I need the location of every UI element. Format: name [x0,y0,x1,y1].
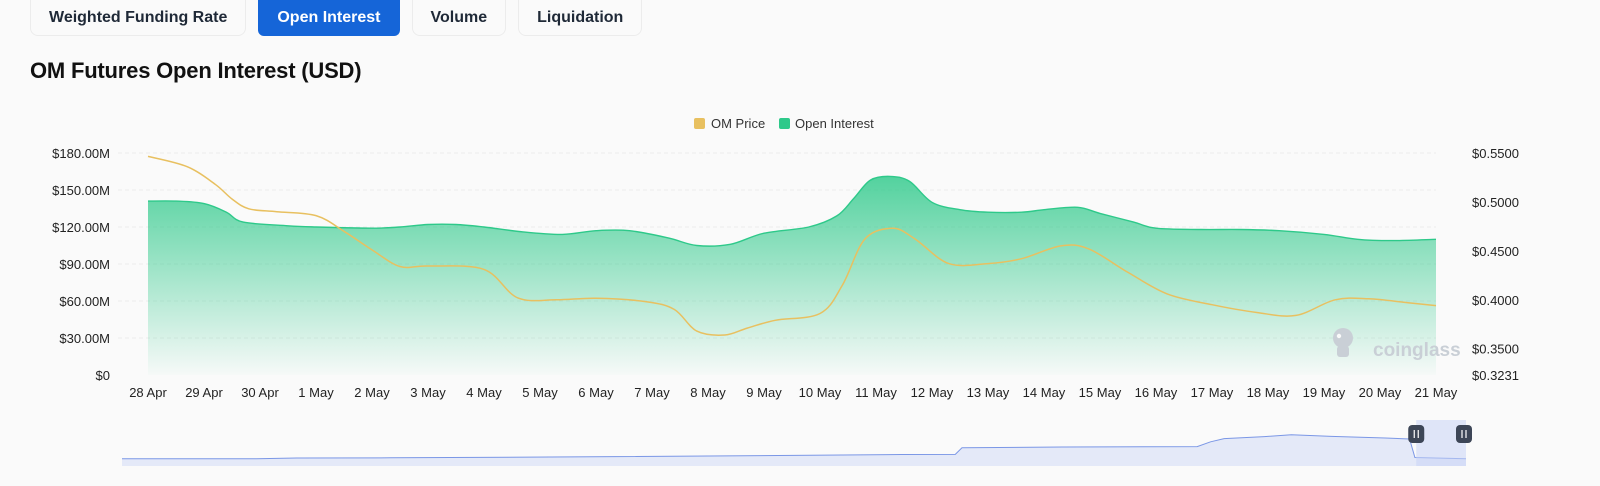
y-left-tick-label: $180.00M [52,146,110,161]
y-right-tick-label: $0.4000 [1472,293,1519,308]
x-tick-label: 19 May [1303,385,1346,400]
navigator-area [122,434,1466,466]
legend-swatch-open-interest [779,118,790,129]
x-tick-label: 8 May [690,385,726,400]
y-right-tick-label: $0.3500 [1472,342,1519,357]
tab-liquidation[interactable]: Liquidation [518,0,643,36]
x-tick-label: 7 May [634,385,670,400]
x-tick-label: 15 May [1079,385,1122,400]
y-left-tick-label: $30.00M [59,331,110,346]
x-tick-label: 18 May [1247,385,1290,400]
y-left-tick-label: $150.00M [52,183,110,198]
axes: $0 $30.00M $60.00M $90.00M $120.00M $150.00M $… [52,146,1519,400]
x-tick-label: 13 May [967,385,1010,400]
x-tick-label: 20 May [1359,385,1402,400]
y-left-tick-label: $120.00M [52,220,110,235]
x-tick-label: 14 May [1023,385,1066,400]
series-layer [147,155,1437,375]
tab-weighted-funding-rate[interactable]: Weighted Funding Rate [30,0,247,36]
range-navigator[interactable] [122,420,1472,466]
om-price-line [147,155,1437,336]
x-tick-label: 29 Apr [185,385,223,400]
legend-label-om-price: OM Price [711,116,765,131]
x-tick-label: 12 May [911,385,954,400]
x-tick-label: 2 May [354,385,390,400]
x-tick-label: 3 May [410,385,446,400]
x-tick-label: 4 May [466,385,502,400]
x-tick-label: 28 Apr [129,385,167,400]
x-tick-label: 10 May [799,385,842,400]
x-tick-label: 11 May [855,385,897,400]
legend: OM Price Open Interest [694,116,874,131]
x-tick-label: 5 May [522,385,558,400]
chart-title: OM Futures Open Interest (USD) [30,58,362,83]
navigator-left-handle[interactable] [1408,425,1425,443]
navigator-right-handle[interactable] [1456,425,1472,443]
watermark-text: coinglass [1373,340,1461,361]
y-right-tick-label: $0.5000 [1472,195,1519,210]
metric-tabs: Weighted Funding Rate Open Interest Volu… [30,0,643,36]
x-tick-label: 21 May [1415,385,1458,400]
legend-swatch-om-price [694,118,705,129]
open-interest-line [147,175,1437,247]
x-tick-label: 9 May [746,385,782,400]
y-left-tick-label: $60.00M [59,294,110,309]
y-left-tick-label: $0 [96,368,110,383]
open-interest-area [148,176,1436,375]
legend-item-om-price[interactable]: OM Price [694,116,765,131]
x-tick-label: 17 May [1191,385,1234,400]
x-tick-label: 1 May [298,385,334,400]
tab-open-interest[interactable]: Open Interest [258,0,400,36]
y-right-tick-label: $0.5500 [1472,146,1519,161]
navigator-line [122,434,1467,460]
legend-item-open-interest[interactable]: Open Interest [779,116,874,131]
x-tick-label: 30 Apr [241,385,279,400]
x-tick-label: 16 May [1135,385,1178,400]
coinglass-logo-icon [1333,328,1353,357]
legend-label-open-interest: Open Interest [795,116,874,131]
tab-volume[interactable]: Volume [411,0,507,36]
x-tick-label: 6 May [578,385,614,400]
y-right-tick-label: $0.3231 [1472,368,1519,383]
watermark: coinglass [1333,328,1461,361]
y-right-tick-label: $0.4500 [1472,244,1519,259]
y-left-tick-label: $90.00M [59,257,110,272]
